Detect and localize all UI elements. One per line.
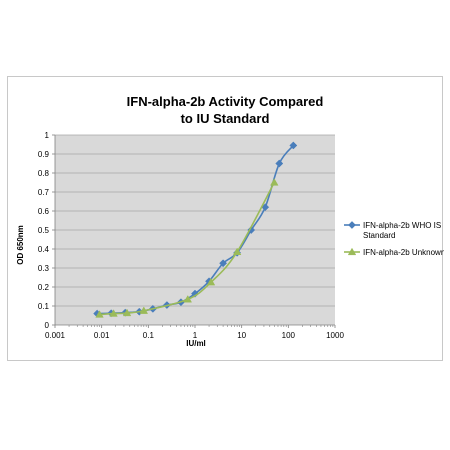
x-tick-label: 0.001 [45, 331, 66, 340]
y-tick-label: 0.6 [38, 207, 50, 216]
series-2-point [122, 308, 132, 317]
series-1-point [289, 141, 298, 150]
chart-title-line-1: IFN-alpha-2b Activity Compared [127, 94, 324, 109]
series-2-point [139, 306, 149, 314]
series-2-point [95, 310, 104, 318]
x-tick-label: 0.01 [94, 331, 110, 340]
series-2-point [109, 309, 118, 317]
y-axis-label: OD 650nm [16, 225, 25, 265]
series-2-point [183, 295, 193, 303]
y-tick-label: 0.5 [38, 226, 50, 235]
legend-swatch-marker-1 [348, 221, 356, 229]
x-tick-label: 1000 [326, 331, 344, 340]
y-tick-label: 0.1 [38, 302, 50, 311]
legend-label-1: IFN-alpha-2b WHO IS [363, 221, 441, 230]
x-tick-label: 100 [282, 331, 296, 340]
y-tick-label: 0.2 [38, 283, 50, 292]
series-1-point [219, 259, 228, 268]
series-2-point [206, 277, 216, 286]
chart-svg: IFN-alpha-2b Activity Compared to IU Sta… [16, 94, 444, 348]
y-tick-label: 0.7 [38, 188, 50, 197]
x-tick-label: 10 [237, 331, 246, 340]
y-tick-label: 1 [45, 131, 50, 140]
series-1-point [247, 226, 256, 234]
legend-label-1: Standard [363, 231, 395, 240]
x-tick-label: 0.1 [143, 331, 155, 340]
y-tick-label: 0.4 [38, 245, 50, 254]
chart-title-line-2: to IU Standard [181, 111, 270, 126]
chart-frame: IFN-alpha-2b Activity Compared to IU Sta… [7, 76, 444, 361]
y-tick-label: 0.9 [38, 150, 50, 159]
series-1-point [275, 159, 284, 168]
series-2-point [270, 178, 279, 186]
x-tick-label: 1 [193, 331, 198, 340]
legend-swatch-marker-2 [347, 247, 357, 256]
series-2-point [232, 247, 242, 255]
y-tick-label: 0 [45, 321, 50, 330]
legend-label-2: IFN-alpha-2b Unknown [363, 248, 444, 257]
y-tick-label: 0.3 [38, 264, 50, 273]
x-axis-label: IU/ml [186, 339, 206, 348]
y-tick-label: 0.8 [38, 169, 50, 178]
